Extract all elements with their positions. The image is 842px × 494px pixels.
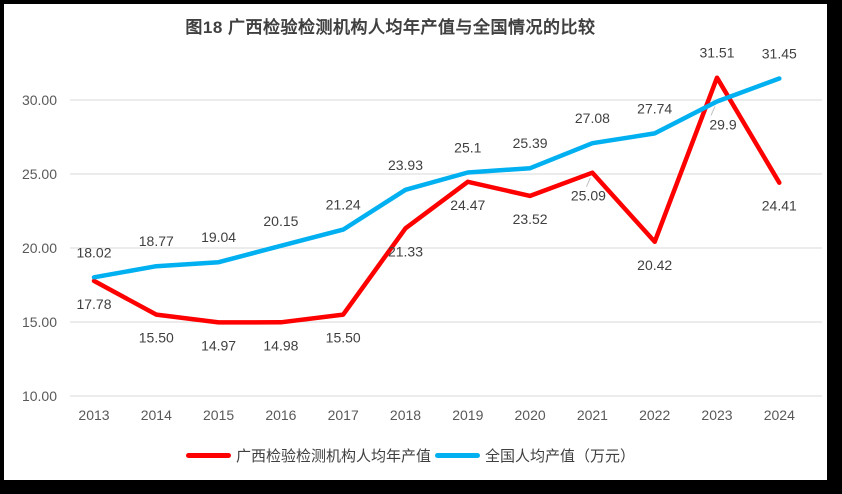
data-label-0: 24.41 (762, 198, 797, 214)
x-tick-label: 2021 (577, 407, 608, 423)
data-label-0: 15.50 (326, 330, 361, 346)
x-tick-label: 2023 (701, 407, 732, 423)
data-label-1: 27.08 (575, 110, 610, 126)
data-label-1: 20.15 (263, 213, 298, 229)
data-label-1: 29.9 (709, 116, 736, 132)
data-label-0: 15.50 (139, 330, 174, 346)
data-label-0: 20.42 (637, 257, 672, 273)
data-label-0: 31.51 (699, 45, 734, 61)
data-label-1: 18.02 (76, 244, 111, 260)
label-leader-line (585, 177, 591, 187)
x-tick-label: 2013 (78, 407, 109, 423)
data-label-0: 17.78 (76, 296, 111, 312)
label-leader-line (710, 106, 716, 116)
x-tick-label: 2024 (764, 407, 795, 423)
legend-label-guangxi: 广西检验检测机构人均年产值 (235, 447, 431, 465)
data-label-1: 31.45 (762, 46, 797, 62)
legend-item-national: 全国人均产值（万元） (435, 445, 635, 466)
y-tick-label: 10.00 (22, 388, 57, 404)
series-line-1 (91, 76, 782, 280)
x-tick-label: 2022 (639, 407, 670, 423)
plot-area: 30.00 25.00 20.00 15.00 10.00 2013 2014 2015 201… (22, 45, 822, 423)
data-label-1: 23.93 (388, 157, 423, 173)
line-chart: 图18 广西检验检测机构人均年产值与全国情况的比较 30.00 25.00 20.0… (4, 4, 827, 480)
x-tick-label: 2014 (141, 407, 172, 423)
data-label-1: 21.24 (326, 197, 361, 213)
data-label-0: 14.98 (263, 337, 298, 353)
data-label-1: 25.39 (513, 135, 548, 151)
x-tick-label: 2019 (452, 407, 483, 423)
data-label-0: 14.97 (201, 337, 236, 353)
legend-line-swatch-national (435, 452, 480, 458)
y-tick-label: 25.00 (22, 166, 57, 182)
legend-item-guangxi: 广西检验检测机构人均年产值 (185, 445, 431, 466)
x-tick-label: 2018 (390, 407, 421, 423)
legend: 广西检验检测机构人均年产值 全国人均产值（万元） (4, 445, 817, 465)
y-tick-label: 15.00 (22, 314, 57, 330)
data-label-1: 19.04 (201, 229, 236, 245)
data-label-0: 24.47 (450, 197, 485, 213)
chart-title: 图18 广西检验检测机构人均年产值与全国情况的比较 (185, 18, 596, 37)
data-label-1: 25.1 (454, 140, 481, 156)
data-label-1: 18.77 (139, 233, 174, 249)
y-tick-label: 30.00 (22, 92, 57, 108)
x-tick-label: 2016 (265, 407, 296, 423)
series-line-0 (91, 75, 782, 325)
x-tick-label: 2015 (203, 407, 234, 423)
legend-line-swatch-guangxi (185, 452, 231, 458)
data-label-1: 27.74 (637, 100, 672, 116)
data-label-0: 23.52 (513, 211, 548, 227)
data-label-0: 21.33 (388, 243, 423, 259)
y-tick-label: 20.00 (22, 240, 57, 256)
data-label-0: 25.09 (571, 188, 606, 204)
x-tick-label: 2020 (515, 407, 546, 423)
legend-label-national: 全国人均产值（万元） (485, 447, 636, 465)
x-tick-label: 2017 (328, 407, 359, 423)
